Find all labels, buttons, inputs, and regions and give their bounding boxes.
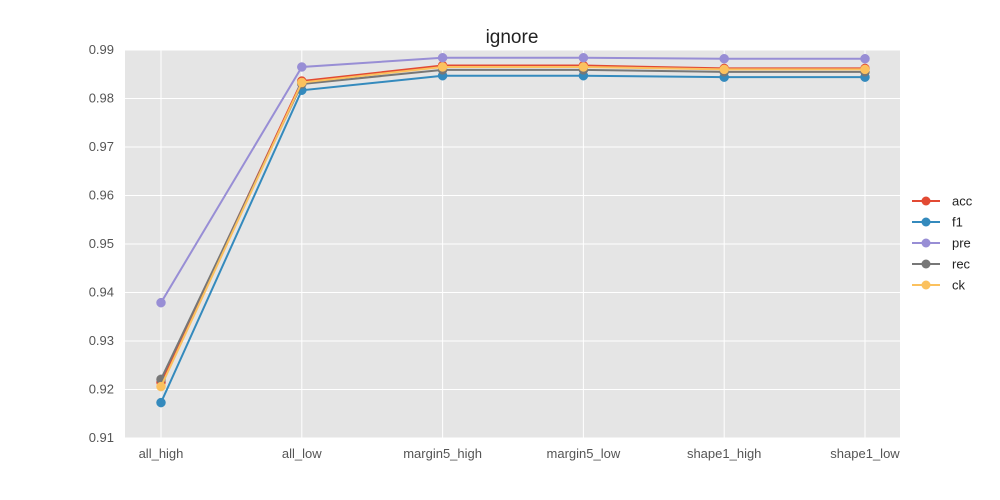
data-point [156, 297, 166, 308]
y-tick-label: 0.96 [89, 188, 114, 203]
y-tick-label: 0.98 [89, 91, 114, 106]
x-tick-label: shape1_low [830, 446, 900, 461]
legend-label: f1 [952, 215, 963, 230]
y-tick-label: 0.95 [89, 236, 114, 251]
x-tick-label: shape1_high [687, 446, 761, 461]
legend-label: ck [952, 278, 966, 293]
data-point [719, 53, 729, 64]
y-tick-label: 0.93 [89, 333, 114, 348]
y-tick-label: 0.99 [89, 42, 114, 57]
legend-marker [921, 280, 931, 290]
series-line [160, 65, 865, 388]
series-ck [156, 62, 870, 392]
data-point [297, 77, 307, 88]
series-pre [156, 53, 870, 308]
legend-item-f1: f1 [912, 215, 963, 230]
data-point [437, 62, 448, 72]
legend-marker [921, 196, 931, 206]
legend-marker [921, 238, 931, 248]
legend: acc f1 pre rec ck [912, 194, 973, 293]
x-tick-label: margin5_high [403, 446, 482, 461]
legend-item-rec: rec [912, 257, 971, 272]
x-tick-label: all_high [139, 446, 184, 461]
legend-item-pre: pre [912, 236, 971, 251]
series-line [160, 56, 865, 304]
grid-lines [125, 49, 900, 439]
series-layer [156, 53, 870, 408]
data-point [860, 53, 870, 64]
data-point [156, 397, 166, 408]
data-point [578, 53, 589, 63]
data-point [860, 64, 870, 75]
y-tick-label: 0.91 [89, 430, 114, 445]
legend-label: rec [952, 257, 971, 272]
legend-marker [921, 217, 931, 227]
x-tick-label: all_low [282, 446, 322, 461]
data-point [719, 64, 729, 75]
x-tick-label: margin5_low [547, 446, 621, 461]
y-tick-label: 0.92 [89, 382, 114, 397]
legend-marker [921, 259, 931, 269]
y-tick-label: 0.94 [89, 285, 114, 300]
y-axis-ticks: 0.91 0.92 0.93 0.94 0.95 0.96 0.97 0.98 0.99 [89, 42, 114, 445]
legend-label: acc [952, 194, 973, 209]
x-axis-ticks: all_high all_low margin5_high margin5_low sh… [139, 446, 901, 461]
legend-item-ck: ck [912, 278, 966, 293]
series-line [160, 74, 865, 404]
data-point [578, 62, 589, 72]
legend-label: pre [952, 236, 971, 251]
y-tick-label: 0.97 [89, 139, 114, 154]
chart-title: ignore [486, 27, 539, 48]
data-point [156, 381, 166, 392]
legend-item-acc: acc [912, 194, 973, 209]
data-point [437, 53, 448, 63]
data-point [297, 62, 307, 72]
